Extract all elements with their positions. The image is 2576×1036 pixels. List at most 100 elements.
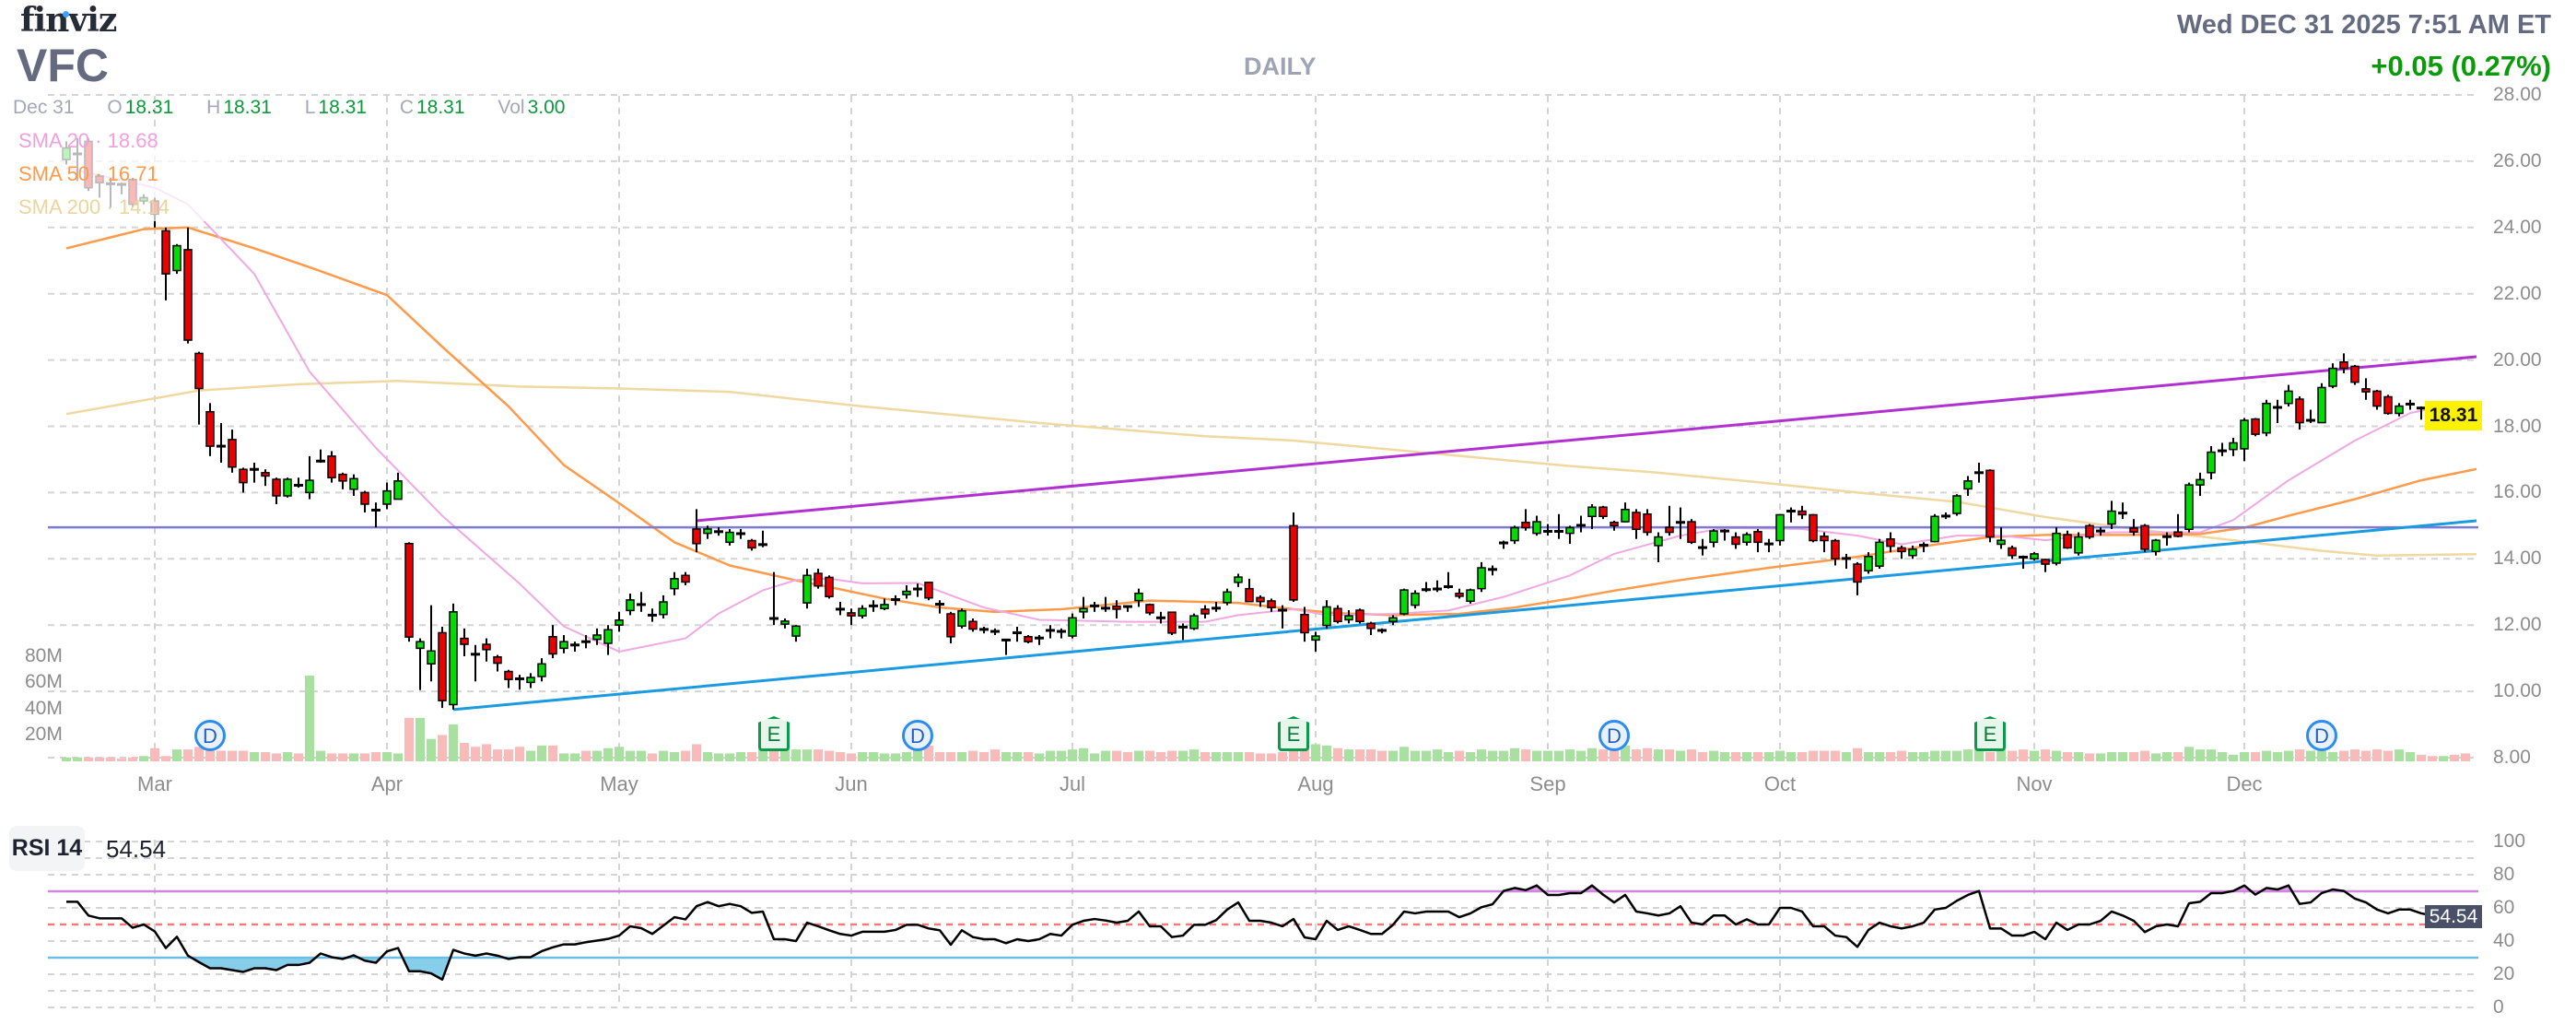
candle-body <box>725 531 734 544</box>
volume-bar <box>73 757 82 761</box>
candle <box>1665 505 1674 536</box>
candle <box>2229 438 2238 456</box>
volume-bar <box>493 749 502 761</box>
volume-bar <box>736 751 745 761</box>
volume-bar <box>1200 751 1210 761</box>
volume-bar <box>2317 750 2326 761</box>
candle <box>250 463 259 483</box>
candle <box>217 422 226 464</box>
candle <box>2417 406 2426 420</box>
candle-body <box>305 479 314 494</box>
volume-bar <box>1245 751 1254 761</box>
candle-body <box>1543 529 1552 533</box>
candle-body <box>747 539 756 549</box>
candle <box>2328 363 2337 389</box>
candle-body <box>493 655 502 665</box>
volume-bar <box>393 753 403 761</box>
sma50-legend[interactable]: SMA 50 · 16.71 <box>18 162 158 186</box>
volume-bar <box>1388 750 1398 761</box>
candle-body <box>2074 536 2083 554</box>
volume-bar <box>2118 751 2127 761</box>
candle-body <box>2295 398 2304 424</box>
candle-body <box>1930 515 1939 543</box>
rsi-indicator-label[interactable]: RSI 14 <box>9 826 85 871</box>
volume-bar <box>1621 745 1630 761</box>
volume-bar <box>2361 750 2371 761</box>
volume-bar <box>637 750 646 761</box>
candle-body <box>1068 617 1077 637</box>
earnings-marker-icon[interactable]: E <box>758 716 790 751</box>
candle-body <box>294 483 303 487</box>
candle <box>570 642 580 652</box>
candle <box>2118 502 2127 520</box>
candle <box>1289 512 1298 603</box>
dividend-marker-icon[interactable]: D <box>2306 720 2337 751</box>
candle <box>1477 561 1486 593</box>
dividend-marker-icon[interactable]: D <box>194 720 226 751</box>
volume-tick-label: 60M <box>25 671 63 693</box>
candle-body <box>1466 589 1475 603</box>
candle <box>692 509 701 553</box>
volume-bar <box>2096 753 2105 761</box>
sma20-legend[interactable]: SMA 20 · 18.68 <box>18 129 158 153</box>
dividend-marker-icon[interactable]: D <box>1598 720 1630 751</box>
candle <box>1941 512 1950 520</box>
volume-bar <box>1355 749 1364 761</box>
candle <box>2041 559 2050 572</box>
volume-bar <box>482 744 491 761</box>
earnings-marker-icon[interactable]: E <box>1974 716 2006 751</box>
candle <box>1167 611 1177 635</box>
volume-bar <box>1300 742 1309 761</box>
volume-bar <box>902 751 911 761</box>
open-label: O <box>107 97 123 118</box>
candle-body <box>1775 513 1785 542</box>
price-tick-label: 8.00 <box>2493 747 2531 768</box>
candle-body <box>2207 451 2216 474</box>
month-label: Dec <box>2226 772 2263 795</box>
volume-bar <box>791 749 801 761</box>
candle <box>780 618 790 629</box>
candle-body <box>338 473 347 482</box>
candle-body <box>681 574 690 583</box>
rsi-tick-label: 80 <box>2493 864 2515 885</box>
candle-body <box>1145 604 1154 614</box>
volume-bar <box>2350 749 2359 761</box>
candle <box>2195 472 2205 496</box>
volume-bar <box>217 750 226 761</box>
candle-body <box>161 230 170 275</box>
volume-bar <box>2395 749 2404 761</box>
volume-bar <box>581 750 591 761</box>
candle-body <box>703 528 712 535</box>
candle <box>1974 463 1984 483</box>
finviz-logo[interactable]: finviz <box>20 1 117 40</box>
price-tick-label: 10.00 <box>2493 680 2542 702</box>
dividend-marker-icon[interactable]: D <box>902 720 933 751</box>
candle-body <box>1322 606 1331 627</box>
candle-body <box>2406 402 2415 406</box>
volume-bar <box>592 750 602 761</box>
volume-bar <box>316 750 325 761</box>
candle-body <box>2273 406 2282 409</box>
earnings-marker-icon[interactable]: E <box>1278 716 1309 751</box>
candle-body <box>990 630 1000 633</box>
candle <box>2350 364 2359 385</box>
candle <box>438 626 447 709</box>
candle-body <box>581 640 591 643</box>
volume-bar <box>659 750 668 761</box>
candle <box>1853 561 1862 595</box>
legend-date: Dec 31 <box>13 97 75 118</box>
candle <box>703 525 712 539</box>
volume-bar <box>1001 751 1011 761</box>
volume-bar <box>1676 750 1685 761</box>
candle <box>1610 520 1619 531</box>
volume-bar <box>2229 754 2238 761</box>
candle <box>714 527 723 536</box>
price-change: +0.05 (0.27%) <box>2371 50 2551 82</box>
volume-bar <box>371 751 381 761</box>
volume-bar <box>1610 748 1619 761</box>
candle-body <box>1698 546 1707 549</box>
volume-bar <box>338 753 347 761</box>
sma200-legend[interactable]: SMA 200 · 14.14 <box>18 195 170 219</box>
candle-body <box>2240 419 2249 450</box>
